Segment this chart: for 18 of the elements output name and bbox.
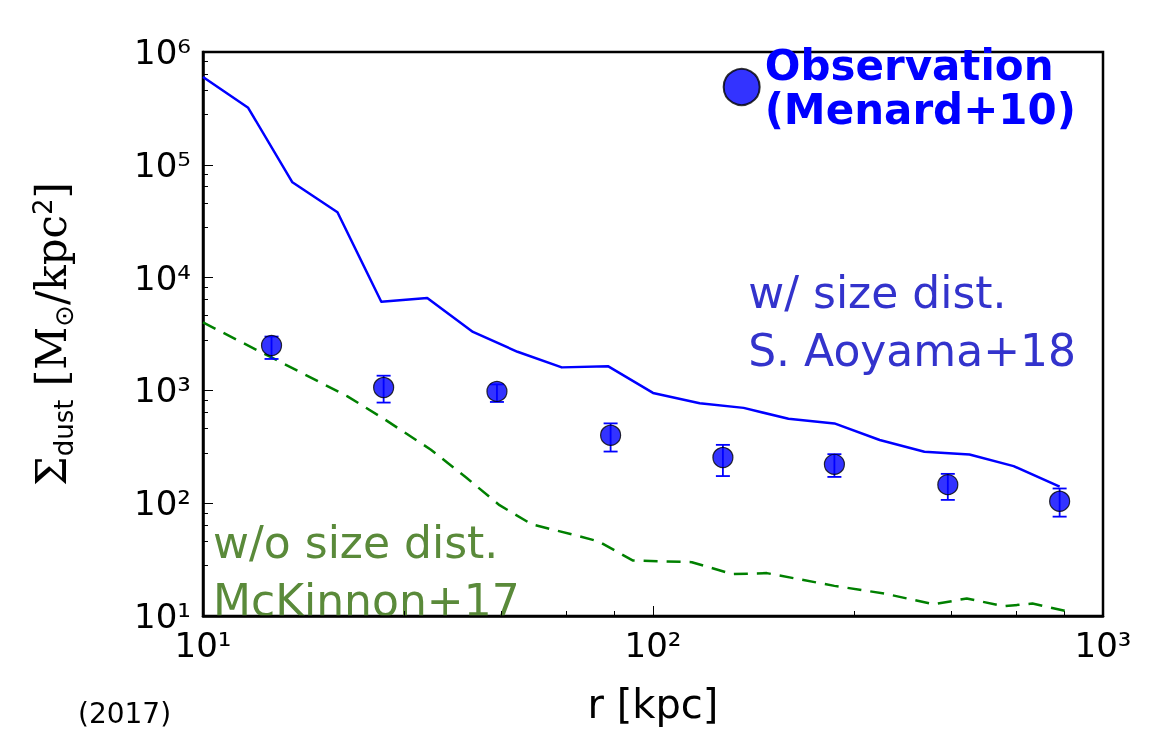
x-axis-title: r [kpc] xyxy=(587,681,719,727)
point xyxy=(937,474,959,496)
x-tick-label: 10² xyxy=(624,625,682,665)
point xyxy=(712,446,734,469)
legend-label: Observation (Menard+10) xyxy=(764,40,1077,134)
y-tick-label: 10⁶ xyxy=(134,32,191,72)
point xyxy=(1049,490,1071,512)
y-tick-label: 10⁴ xyxy=(134,257,191,298)
y-tick-label: 10⁵ xyxy=(134,144,191,185)
y-tick-label: 10² xyxy=(134,483,191,524)
point xyxy=(600,424,622,446)
series-label: w/ size dist. S. Aoyama+18 xyxy=(748,266,1077,376)
y-axis-title: Σdust [M⊙/kpc2] xyxy=(27,182,80,486)
text: (2017) xyxy=(78,696,172,730)
y-tick-label: 10³ xyxy=(134,370,191,411)
x-tick-label: 10³ xyxy=(1074,625,1132,665)
series-label: w/o size dist. McKinnon+17 xyxy=(213,516,520,626)
point xyxy=(373,376,395,399)
